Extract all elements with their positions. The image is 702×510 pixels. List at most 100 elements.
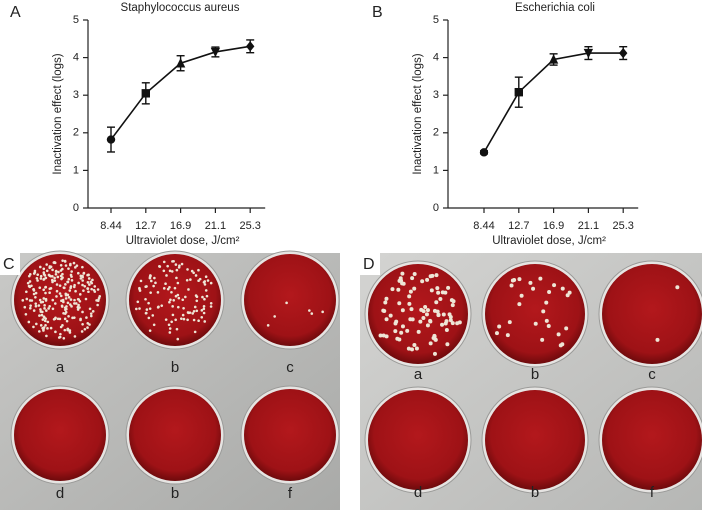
colony: [425, 277, 430, 282]
colony: [308, 309, 311, 312]
colony: [202, 307, 206, 311]
plate-label: c: [286, 359, 294, 376]
colony: [149, 279, 153, 283]
colony: [78, 293, 82, 296]
colony: [67, 315, 70, 318]
colony: [68, 303, 72, 306]
colony: [168, 285, 171, 289]
plate-label: b: [531, 484, 539, 501]
colony: [388, 313, 393, 318]
colony: [544, 318, 549, 323]
colony: [82, 271, 86, 275]
colony: [533, 321, 538, 326]
colony: [44, 324, 47, 327]
colony: [148, 275, 152, 279]
colony: [149, 291, 152, 294]
colony: [399, 330, 404, 335]
colony: [39, 324, 43, 327]
colony: [186, 318, 189, 322]
colony: [48, 304, 51, 308]
colony: [47, 307, 50, 310]
colony: [209, 305, 213, 308]
colony: [512, 278, 517, 283]
y-tick-label: 0: [73, 202, 79, 214]
chart-title: Staphylococcus aureus: [121, 2, 240, 14]
colony: [44, 317, 48, 320]
colony: [80, 330, 84, 333]
colony: [408, 289, 413, 294]
colony: [51, 280, 54, 284]
panel-label: A: [10, 4, 21, 21]
colony: [410, 276, 415, 281]
colony: [494, 331, 499, 336]
colony: [42, 271, 46, 274]
colony: [564, 326, 569, 331]
colony: [39, 274, 43, 278]
colony: [443, 290, 448, 295]
colony: [30, 284, 33, 288]
colony: [203, 320, 207, 323]
colony: [531, 286, 536, 291]
agar-plate: [14, 389, 106, 481]
agar-plate: [485, 390, 585, 490]
panel-label: B: [372, 4, 383, 21]
colony: [46, 327, 49, 330]
plate-label: b: [171, 485, 179, 502]
colony: [62, 336, 66, 340]
colony: [177, 296, 181, 300]
colony: [170, 270, 174, 273]
colony: [436, 290, 441, 295]
colony: [48, 291, 51, 295]
colony: [81, 283, 84, 287]
colony: [151, 314, 155, 317]
colony: [34, 291, 38, 295]
colony: [42, 326, 46, 329]
plate-label: a: [56, 359, 65, 376]
colony: [412, 342, 417, 347]
plate-label: d: [56, 485, 64, 502]
colony: [39, 308, 42, 311]
colony: [438, 297, 443, 302]
colony: [497, 324, 502, 329]
colony: [202, 281, 206, 284]
colony: [310, 312, 314, 315]
colony: [420, 279, 425, 284]
colony: [164, 282, 167, 286]
colony: [168, 331, 172, 334]
marker: [479, 148, 489, 157]
colony: [35, 322, 38, 326]
colony: [397, 301, 402, 306]
colony: [202, 311, 206, 315]
colony: [145, 308, 149, 311]
colony: [51, 268, 54, 272]
colony: [93, 285, 97, 288]
colony: [162, 287, 166, 290]
colony: [400, 281, 405, 286]
colony: [192, 318, 196, 322]
colony: [144, 297, 147, 301]
plate-label: d: [414, 484, 422, 501]
colony: [194, 274, 198, 277]
colony: [450, 321, 455, 326]
colony: [147, 301, 150, 305]
colony: [444, 328, 449, 333]
colony: [64, 310, 68, 314]
colony: [182, 317, 186, 321]
plate-label: f: [650, 484, 655, 501]
plate-label: b: [171, 359, 179, 376]
colony: [430, 273, 435, 278]
colony: [519, 293, 524, 298]
colony: [44, 285, 48, 289]
colony: [39, 300, 43, 304]
colony: [204, 275, 208, 279]
colony: [191, 312, 194, 315]
colony: [175, 327, 179, 331]
colony: [38, 265, 42, 269]
colony: [197, 319, 200, 323]
marker: [246, 41, 255, 52]
colony: [62, 311, 65, 315]
colony: [40, 313, 44, 317]
y-tick-label: 5: [73, 14, 79, 26]
colony: [505, 333, 510, 338]
colony: [195, 309, 199, 313]
